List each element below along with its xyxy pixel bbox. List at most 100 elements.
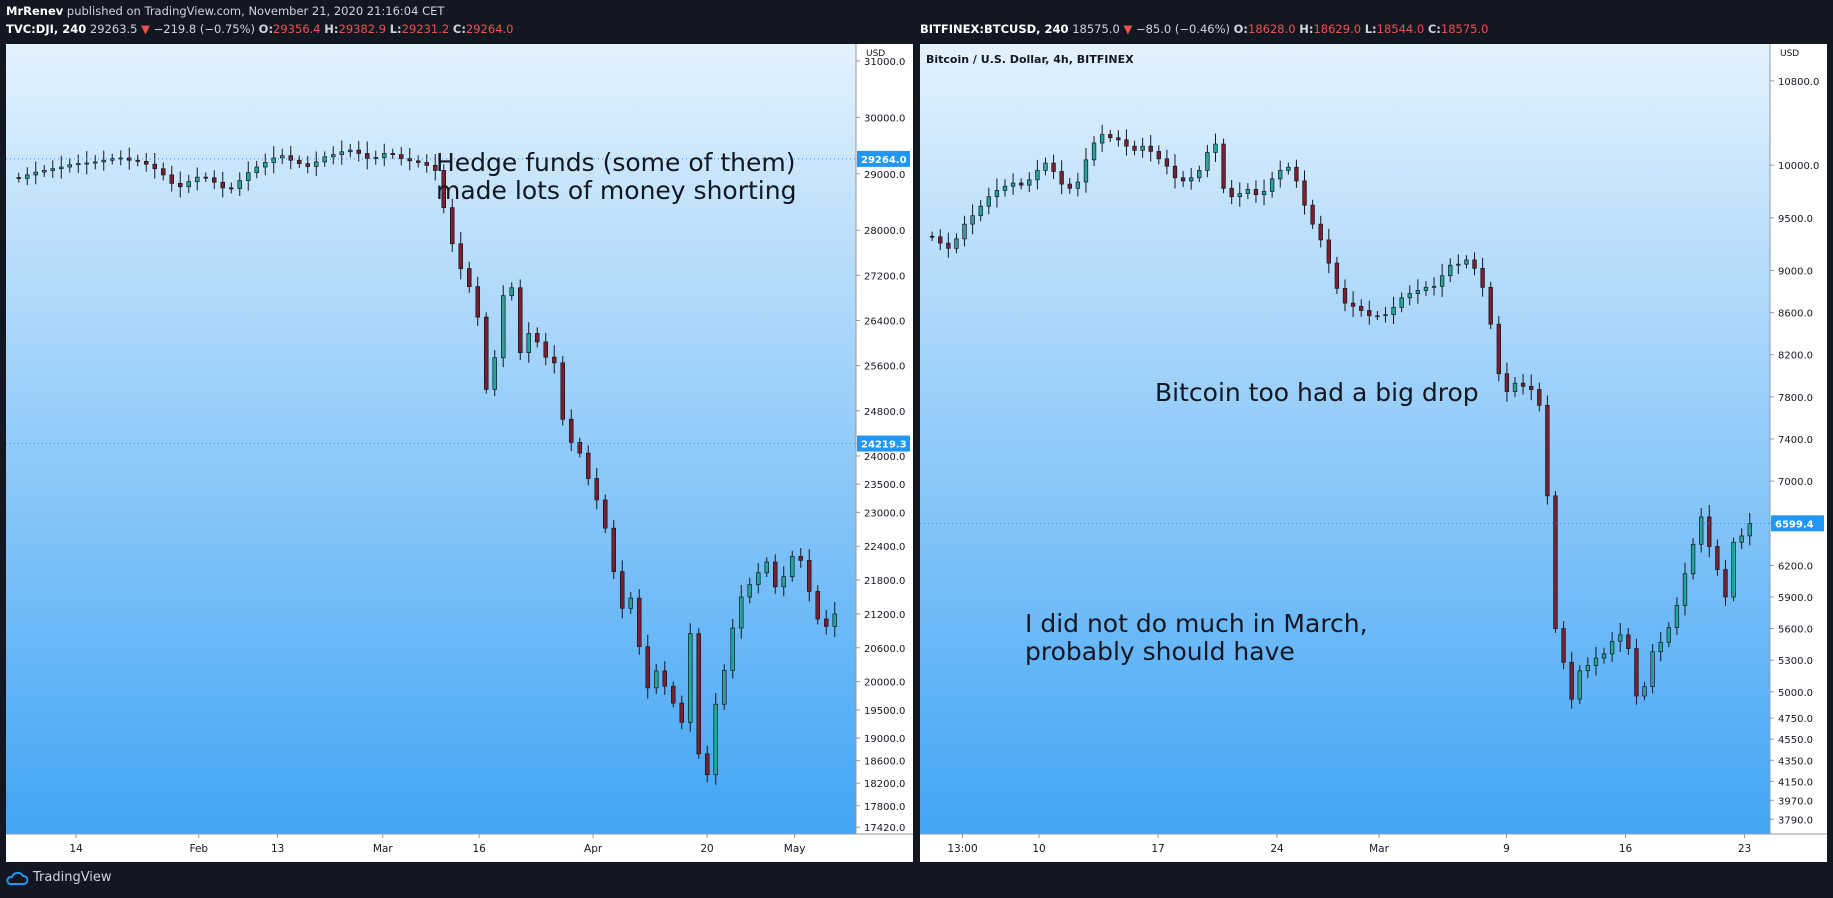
left-symbol[interactable]: TVC:DJI, 240 [6,22,87,36]
candle-body [1658,641,1663,653]
candle-body [560,362,566,420]
candle-body [806,559,812,592]
candle-body [245,172,251,181]
candle-body [449,207,455,245]
candle-body [1367,310,1372,317]
right-close: 18575.0 [1440,22,1489,36]
candle-body [152,163,158,170]
candle-body [458,243,464,269]
candle-body [475,286,481,318]
candle-body [772,561,778,588]
candle-body [330,154,336,158]
candle-body [381,153,387,158]
candle-body [1269,178,1275,192]
candle-body [1083,159,1089,183]
chart-title: Bitcoin / U.S. Dollar, 4h, BITFINEX [926,53,1134,66]
candle-body [220,181,226,189]
candle-body [432,164,438,171]
tradingview-brand[interactable]: TradingView [6,870,112,885]
candle-body [1261,191,1267,195]
y-tick-label: 19500.0 [864,706,905,717]
candle-body [1699,516,1704,545]
candle-body [1642,686,1647,697]
y-tick-label: 27200.0 [864,271,905,282]
candle-body [1002,185,1008,191]
candle-body [1342,288,1348,304]
candle-body [1488,286,1493,325]
candle-body [1156,151,1161,160]
candle-body [1237,193,1242,198]
candle-body [509,287,515,297]
candle-body [237,180,243,189]
candle-body [1448,264,1453,277]
candle-body [1318,223,1323,241]
x-tick-label: 9 [1503,843,1510,855]
candle-body [687,633,693,723]
y-tick-label: 17420.0 [864,823,905,834]
candle-body [1148,145,1153,152]
candle-body [492,357,498,390]
price-tag [1771,515,1824,532]
y-tick-label: 20000.0 [864,678,905,689]
annotation-text: I did not do much in March, [1025,609,1368,638]
candle-body [228,187,234,190]
price-tag-label: 6599.4 [1775,519,1814,530]
candle-body [662,670,668,687]
down-arrow-icon: ▼ [141,22,150,36]
candle-body [1043,162,1048,171]
candle-body [781,576,787,588]
plot-background [6,44,856,834]
y-tick-label: 22400.0 [864,542,905,553]
plot-background [920,44,1770,834]
y-tick-label: 24800.0 [864,407,905,418]
candle-body [747,584,753,598]
dji-chart[interactable]: 31000.0 30000.0 29000.0 28000.0 27200.0 26400… [6,44,913,862]
candle-body [1504,373,1510,392]
candle-body [1027,179,1032,186]
right-change: −85.0 (−0.46%) [1135,22,1230,36]
y-tick-label: 4350.0 [1778,756,1813,767]
candle-body [1577,670,1582,700]
right-open: 18628.0 [1248,22,1296,36]
price-tag [857,150,910,167]
x-tick-label: 16 [473,843,487,855]
y-tick-label: 8600.0 [1778,309,1813,320]
candle-body [1585,665,1591,672]
candle-body [1019,182,1024,186]
candle-body [798,556,804,561]
candle-body [194,176,200,183]
candle-body [1172,165,1178,179]
candle-body [1415,290,1421,294]
candle-body [347,149,353,153]
candle-body [415,160,421,163]
y-tick-label: 28000.0 [864,226,905,237]
candle-body [755,572,761,585]
candle-body [823,618,829,627]
candle-body [186,181,192,188]
cloud-logo-icon [6,871,28,885]
candle-body [203,176,209,179]
left-high: 29382.9 [338,22,387,36]
y-tick-label: 5900.0 [1778,593,1813,604]
candle-body [1334,262,1340,289]
candle-body [1634,648,1639,697]
candle-body [1674,605,1680,628]
candle-body [1520,382,1526,387]
candle-body [1326,239,1331,264]
candle-body [1618,634,1623,642]
candle-body [441,170,447,208]
candle-body [517,287,523,354]
author-name[interactable]: MrRenev [6,4,64,18]
candle-body [1537,389,1542,406]
candle-body [1124,139,1129,147]
candle-body [24,174,30,179]
y-tick-label: 5000.0 [1778,688,1813,699]
candle-body [58,166,64,170]
candle-body [534,333,540,343]
x-tick-label: 14 [69,843,83,855]
btc-chart[interactable]: 10800.0 10000.0 9500.0 9000.0 8600.0 8200.0 78… [920,44,1827,862]
currency-label: USD [866,49,885,59]
right-symbol[interactable]: BITFINEX:BTCUSD, 240 [920,22,1069,36]
candle-body [483,316,489,390]
x-tick-label: 13 [271,843,284,855]
